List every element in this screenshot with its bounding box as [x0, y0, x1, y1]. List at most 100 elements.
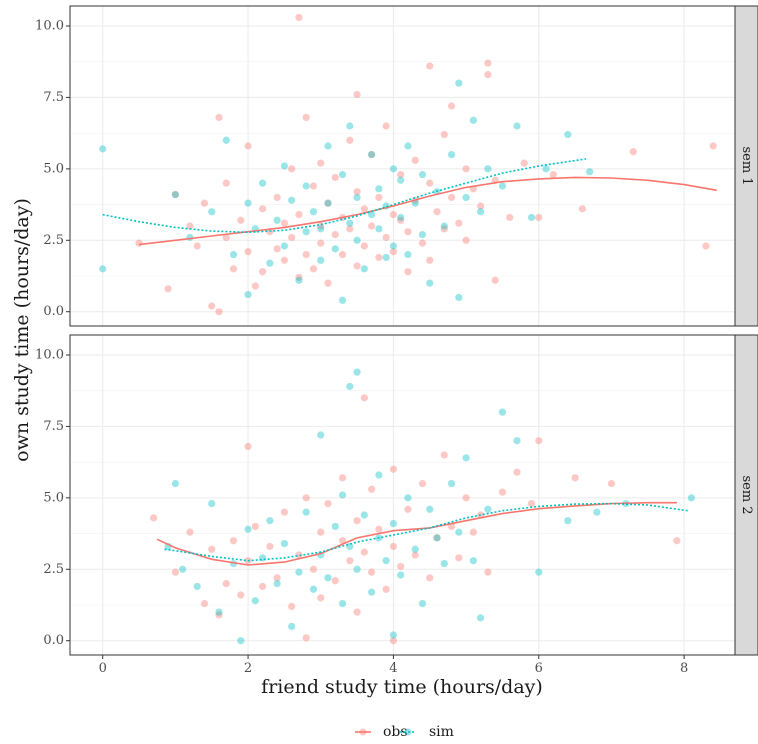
- obs-point: [302, 634, 310, 642]
- obs-point: [208, 545, 216, 553]
- sim-point: [542, 165, 550, 173]
- obs-point: [309, 265, 318, 273]
- sim-point: [440, 559, 448, 568]
- obs-point: [229, 537, 238, 545]
- sim-point: [469, 116, 477, 124]
- sim-point: [389, 165, 398, 173]
- obs-point: [317, 528, 325, 536]
- sim-point: [389, 631, 398, 639]
- obs-point: [629, 148, 637, 156]
- y-tick-label: 10.0: [35, 19, 64, 34]
- sim-point: [208, 499, 216, 508]
- obs-point: [375, 525, 383, 533]
- obs-point: [389, 210, 398, 219]
- sim-point: [266, 517, 274, 525]
- sim-point: [418, 230, 427, 239]
- obs-point: [433, 208, 441, 216]
- x-axis-title: friend study time (hours/day): [261, 676, 543, 698]
- y-axis-title: own study time (hours/day): [11, 198, 33, 462]
- obs-point: [571, 474, 579, 482]
- sim-point: [535, 568, 543, 576]
- obs-point: [258, 205, 267, 213]
- sim-point: [455, 528, 463, 536]
- obs-point: [389, 465, 398, 473]
- sim-point: [411, 199, 419, 207]
- obs-point: [171, 190, 179, 199]
- obs-point: [382, 585, 390, 593]
- obs-point: [382, 233, 390, 242]
- obs-point: [375, 193, 383, 202]
- obs-point: [208, 302, 216, 310]
- obs-point: [426, 256, 434, 264]
- points: [99, 13, 717, 316]
- obs-point: [273, 245, 281, 253]
- obs-point: [368, 485, 376, 493]
- obs-point: [709, 142, 717, 150]
- panel-1: sem 1 0.0 2.5 5.0 7.5 10.0: [35, 5, 758, 327]
- sim-point: [244, 525, 252, 533]
- obs-point: [288, 233, 296, 242]
- x-tick-label: 6: [535, 661, 543, 676]
- sim-point: [338, 599, 347, 608]
- sim-point: [498, 182, 507, 190]
- sim-point: [527, 213, 536, 222]
- sim-point: [593, 508, 601, 516]
- obs-point: [251, 282, 259, 290]
- legend-key-point: [404, 728, 412, 736]
- y-tick-label: 5.0: [43, 490, 64, 505]
- sim-point: [447, 150, 456, 159]
- sim-point: [564, 517, 572, 525]
- obs-point: [447, 193, 456, 202]
- obs-point: [295, 210, 303, 219]
- obs-point: [484, 59, 492, 67]
- obs-point: [164, 285, 172, 293]
- sim-point: [360, 511, 368, 519]
- obs-point: [324, 199, 332, 207]
- obs-point: [477, 202, 485, 210]
- obs-point: [288, 165, 296, 173]
- sim-point: [244, 199, 252, 207]
- sim-point: [317, 256, 325, 264]
- y-tick-label: 2.5: [43, 562, 64, 577]
- obs-point: [535, 437, 543, 445]
- sim-point: [222, 136, 230, 144]
- sim-point: [375, 225, 383, 233]
- sim-point: [368, 150, 376, 159]
- sim-point: [338, 491, 347, 499]
- obs-point: [317, 239, 325, 247]
- obs-point: [135, 239, 143, 247]
- obs-point: [324, 499, 332, 508]
- obs-point: [346, 557, 354, 565]
- sim-point: [280, 539, 288, 548]
- sim-point: [484, 165, 492, 173]
- sim-point: [586, 168, 594, 176]
- sim-point: [389, 242, 398, 250]
- obs-point: [222, 233, 230, 242]
- obs-point: [171, 568, 179, 576]
- obs-point: [317, 159, 325, 167]
- obs-point: [360, 394, 368, 402]
- sim-point: [382, 557, 390, 565]
- obs-point: [702, 242, 710, 250]
- sim-point: [288, 196, 296, 204]
- sim-point: [331, 245, 339, 253]
- obs-point: [440, 451, 448, 459]
- obs-point: [324, 279, 332, 287]
- sim-point: [404, 142, 412, 150]
- obs-point: [375, 253, 383, 262]
- obs-point: [484, 70, 492, 79]
- axes: friend study time (hours/day) own study …: [11, 198, 543, 698]
- legend-key-point: [359, 728, 367, 736]
- obs-point: [426, 62, 434, 70]
- sim-point: [498, 408, 507, 416]
- sim-point: [346, 122, 354, 130]
- sim-point: [193, 582, 201, 591]
- legend-label: obs: [383, 724, 408, 740]
- sim-point: [273, 579, 281, 588]
- sim-point: [171, 479, 179, 488]
- obs-point: [389, 637, 398, 645]
- sim-point: [302, 508, 310, 516]
- obs-point: [578, 205, 586, 213]
- y-tick-label: 0.0: [43, 304, 64, 319]
- sim-point: [397, 176, 405, 184]
